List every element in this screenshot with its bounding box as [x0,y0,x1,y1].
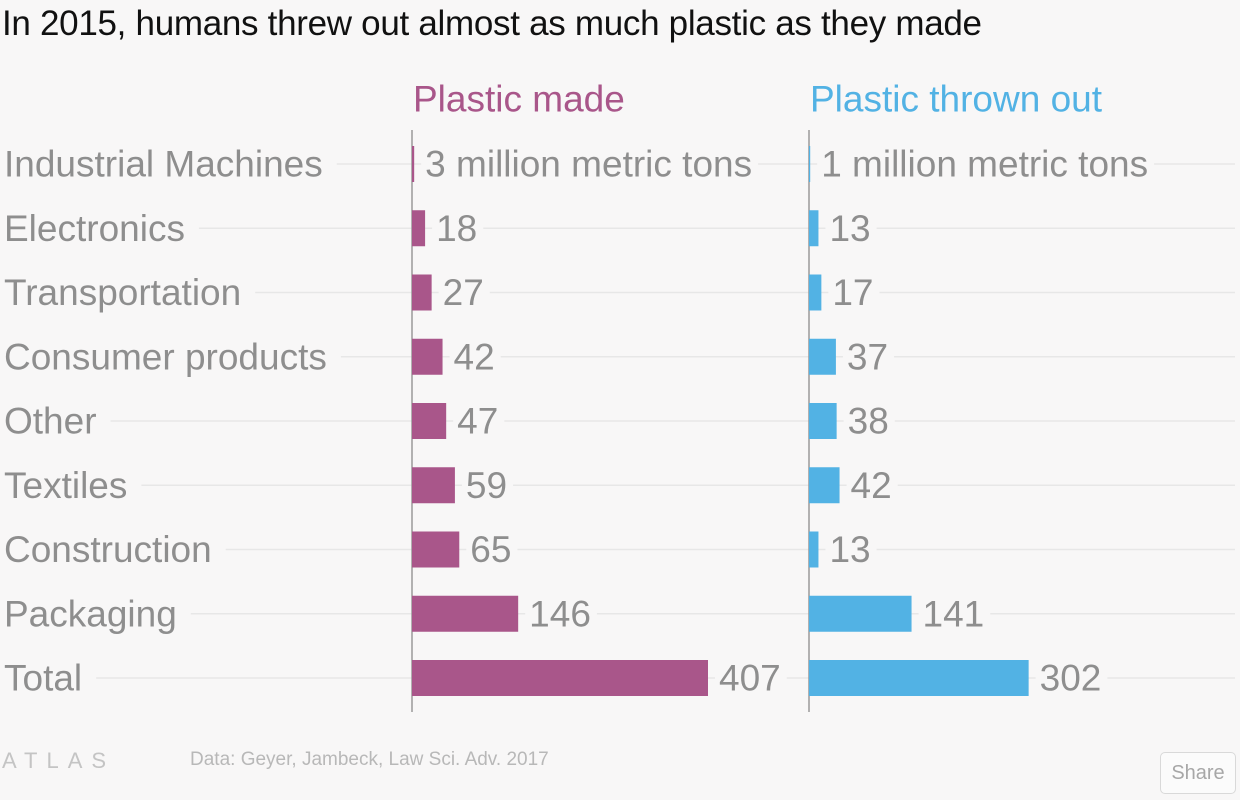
label-mask [817,144,1155,184]
value-label: 141 [923,593,985,634]
value-label: 37 [847,336,888,377]
label-mask [846,465,898,506]
label-mask [466,529,518,570]
bar [412,660,708,696]
value-label: 47 [457,401,498,442]
value-label: 65 [470,529,511,570]
label-mask [0,272,256,313]
label-mask [842,336,895,377]
value-label: 42 [454,336,495,377]
bar [809,403,837,439]
chart-title: In 2015, humans threw out almost as much… [2,4,982,43]
category-label: Transportation [4,272,241,313]
bar [412,403,447,439]
bar [412,274,432,311]
bar [809,210,819,247]
bar [809,595,912,632]
value-label: 17 [832,272,873,313]
label-mask [421,144,759,184]
label-mask [825,529,877,570]
label-mask [715,658,787,698]
label-mask [432,208,484,249]
value-label: 1 million metric tons [821,144,1148,185]
bar-chart: Industrial Machines Electronics Transporta… [0,79,1235,712]
value-label: 13 [829,529,870,570]
bar [412,531,460,568]
bar [809,274,822,311]
category-label: Industrial Machines [4,144,323,185]
value-label: 42 [851,465,892,506]
bar [809,467,840,504]
label-mask [1035,658,1108,698]
label-mask [843,401,895,441]
label-mask [825,208,877,249]
bar [412,210,426,247]
bar [809,531,819,568]
category-label: Construction [4,529,212,570]
category-label: Packaging [4,593,177,634]
value-label: 13 [829,208,870,249]
value-label: 146 [529,593,591,634]
label-mask [0,144,337,184]
bar [412,595,519,632]
label-mask [525,593,597,634]
series-header: Plastic thrown out [810,79,1103,120]
category-label: Total [4,658,82,699]
label-mask [0,529,226,570]
value-label: 18 [436,208,477,249]
category-label: Textiles [4,465,127,506]
value-label: 407 [719,658,781,699]
bar [809,146,811,182]
label-mask [0,593,191,634]
value-label: 59 [466,465,507,506]
bar [412,467,455,504]
label-mask [918,593,991,634]
bar [809,338,836,375]
bar [809,660,1029,696]
bar [412,146,415,182]
category-label: Other [4,401,97,442]
label-mask [453,401,505,441]
label-mask [0,658,97,698]
label-mask [438,272,490,313]
label-mask [0,465,142,506]
category-label: Electronics [4,208,185,249]
label-mask [449,336,501,377]
value-label: 3 million metric tons [425,144,752,185]
atlas-logo[interactable]: ATLAS [2,748,116,773]
category-label: Consumer products [4,336,327,377]
value-label: 27 [443,272,484,313]
label-mask [461,465,514,506]
source-note: Data: Geyer, Jambeck, Law Sci. Adv. 2017 [190,749,549,770]
bar [412,338,443,375]
value-label: 38 [848,401,889,442]
value-label: 302 [1040,658,1102,699]
label-mask [0,336,341,377]
series-header: Plastic made [413,79,625,120]
label-mask [828,272,880,313]
label-mask [0,208,199,249]
label-mask [0,401,111,441]
share-button[interactable]: Share [1160,752,1236,794]
